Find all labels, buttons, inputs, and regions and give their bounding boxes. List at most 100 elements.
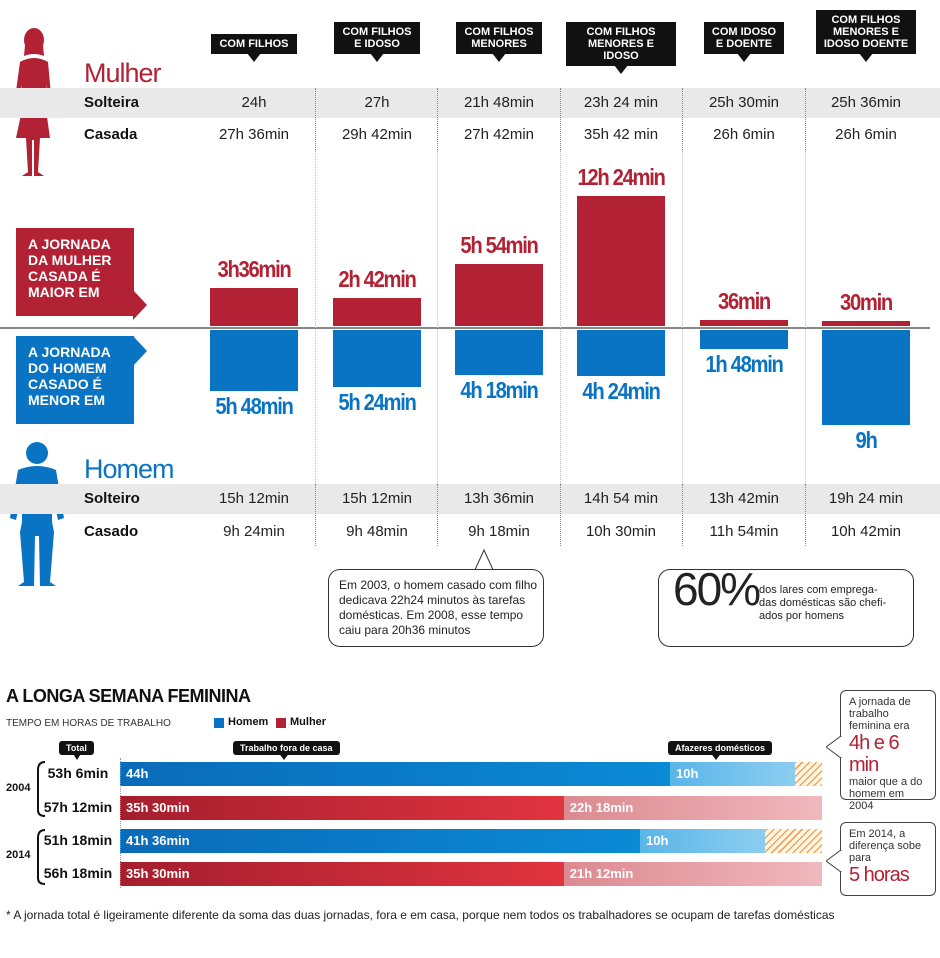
legend-mulher-swatch xyxy=(276,718,286,728)
category-header-label: COM FILHOS MENORES xyxy=(456,22,542,62)
note-2004-pre: A jornada de trabalho feminina era xyxy=(849,696,911,732)
pill-pointers xyxy=(72,752,722,760)
category-header: COM IDOSO E DOENTE xyxy=(689,22,799,62)
homem-casado-value: 9h 48min xyxy=(346,523,408,540)
homem-solteiro-value: 13h 36min xyxy=(463,490,535,507)
pill-trabalho-fora: Trabalho fora de casa xyxy=(233,741,340,755)
bar-homem xyxy=(333,330,421,387)
homem-solteiro-value: 15h 12min xyxy=(218,490,290,507)
mulher-casada-value: 26h 6min xyxy=(713,126,775,143)
category-header: COM FILHOS E IDOSO xyxy=(322,22,432,62)
bar-mulher-label: 2h 42min xyxy=(338,265,417,292)
bar-homem-label: 1h 48min xyxy=(705,350,784,377)
bar-homem-label: 5h 48min xyxy=(215,392,294,419)
stat-text: dos lares com emprega- das domésticas sã… xyxy=(759,584,887,622)
section-title: A LONGA SEMANA FEMININA xyxy=(6,686,251,706)
bar-afazeres: 22h 18min xyxy=(563,796,822,820)
column-separator xyxy=(560,88,561,150)
stat-value: 60% xyxy=(673,563,761,615)
bar-mulher xyxy=(577,195,665,326)
bar-afazeres: 10h xyxy=(670,762,795,786)
column-separator xyxy=(805,484,806,546)
year-2004-label: 2004 xyxy=(6,782,31,794)
bar-mulher xyxy=(455,264,543,326)
casado-label: Casado xyxy=(84,523,139,540)
bar-trabalho-fora: 35h 30min xyxy=(120,796,564,820)
mulher-casada-value: 27h 36min xyxy=(218,126,290,143)
bar-mulher-label: 30min xyxy=(840,288,893,315)
column-separator xyxy=(805,150,806,484)
mulher-title: Mulher xyxy=(84,58,162,88)
homem-casado-value: 10h 42min xyxy=(830,523,902,540)
homem-solteiro-value: 19h 24 min xyxy=(828,490,904,507)
total-value: 56h 18min xyxy=(43,865,113,881)
note-2004: A jornada de trabalho feminina era 4h e … xyxy=(840,690,936,812)
total-value: 57h 12min xyxy=(43,799,113,815)
bar-trabalho-fora: 44h xyxy=(120,762,670,786)
bar-trabalho-fora: 41h 36min xyxy=(120,829,640,853)
solteiro-row-band xyxy=(0,484,940,514)
legend-mulher-label: Mulher xyxy=(290,716,327,728)
bar-homem-label: 4h 24min xyxy=(582,378,661,405)
mulher-solteira-value: 21h 48min xyxy=(463,94,535,111)
flag-mulher: A JORNADA DA MULHER CASADA É MAIOR EM xyxy=(16,228,134,316)
homem-solteiro-value: 13h 42min xyxy=(708,490,780,507)
column-separator xyxy=(437,484,438,546)
column-separator xyxy=(315,88,316,150)
mulher-solteira-value: 25h 30min xyxy=(708,94,780,111)
category-header-label: COM IDOSO E DOENTE xyxy=(703,22,785,62)
homem-casado-value: 10h 30min xyxy=(585,523,657,540)
mulher-solteira-value: 25h 36min xyxy=(830,94,902,111)
bar-homem-label: 5h 24min xyxy=(338,388,417,415)
bar-mulher-label: 5h 54min xyxy=(460,232,539,259)
note-2014-pre: Em 2014, a diferença sobe para xyxy=(849,828,922,864)
bar-mulher-label: 12h 24min xyxy=(577,163,665,190)
bar-homem xyxy=(577,330,665,377)
bar-homem xyxy=(700,330,788,349)
flag-homem-arrow-icon xyxy=(133,336,147,366)
bar-afazeres: 21h 12min xyxy=(563,862,822,886)
homem-title: Homem xyxy=(84,454,175,484)
category-header: COM FILHOS MENORES E IDOSO xyxy=(566,22,676,74)
category-header-label: COM FILHOS MENORES E IDOSO DOENTE xyxy=(815,10,917,62)
column-separator xyxy=(805,88,806,150)
mulher-casada-value: 27h 42min xyxy=(463,126,535,143)
category-header: COM FILHOS MENORES E IDOSO DOENTE xyxy=(811,10,921,62)
mulher-casada-value: 29h 42min xyxy=(341,126,413,143)
category-header-label: COM FILHOS xyxy=(211,34,297,62)
bar-mulher xyxy=(333,297,421,326)
solteira-row-band xyxy=(0,88,940,118)
homem-casado-value: 11h 54min xyxy=(709,523,779,540)
legend-homem-label: Homem xyxy=(228,716,269,728)
year-2014-label: 2014 xyxy=(6,849,31,861)
section-subtitle: TEMPO EM HORAS DE TRABALHO xyxy=(6,718,171,729)
stat-box: 60% dos lares com emprega- das doméstica… xyxy=(658,563,914,647)
pill-afazeres: Afazeres domésticos xyxy=(668,741,773,755)
category-header: COM FILHOS xyxy=(199,34,309,62)
callout-2003: Em 2003, o homem casado com filho dedica… xyxy=(328,569,544,647)
column-separator xyxy=(682,484,683,546)
column-separator xyxy=(560,484,561,546)
flag-homem: A JORNADA DO HOMEM CASADO É MENOR EM xyxy=(16,336,134,424)
homem-casado-value: 9h 18min xyxy=(468,523,530,540)
baseline xyxy=(0,327,930,329)
bar-mulher xyxy=(822,320,910,326)
pill-total: Total xyxy=(59,741,94,755)
column-separator xyxy=(682,150,683,484)
total-value: 53h 6min xyxy=(47,765,109,781)
bar-difference xyxy=(795,762,822,786)
bar-mulher-label: 3h36min xyxy=(217,256,292,283)
year-brackets xyxy=(37,761,46,885)
bar-homem xyxy=(822,330,910,425)
mulher-solteira-value: 23h 24 min xyxy=(583,94,659,111)
bar-homem xyxy=(210,330,298,391)
bar-mulher xyxy=(700,319,788,326)
bar-mulher xyxy=(210,288,298,326)
note-2004-big: 4h e 6 min xyxy=(849,732,900,776)
mulher-casada-value: 35h 42 min xyxy=(583,126,659,143)
bar-homem-label: 4h 18min xyxy=(460,377,539,404)
category-header-label: COM FILHOS MENORES E IDOSO xyxy=(566,22,676,74)
mulher-solteira-value: 24h xyxy=(241,94,267,111)
bar-afazeres: 10h xyxy=(640,829,765,853)
column-separator xyxy=(315,150,316,484)
